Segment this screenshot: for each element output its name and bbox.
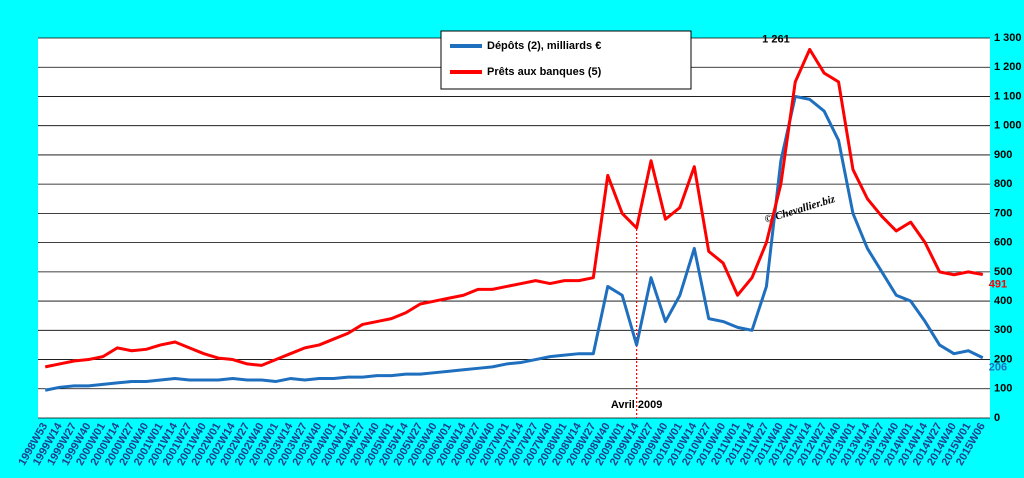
series-line	[44, 94, 984, 392]
marker-label: Avril 2009	[611, 399, 663, 411]
legend-label: Dépôts (2), milliards €	[487, 40, 601, 52]
series-line	[44, 47, 984, 369]
annotation: 491	[989, 278, 1007, 290]
annotation: 1 261	[762, 33, 790, 45]
annotation: 206	[989, 362, 1007, 374]
y-tick-label: 1 100	[994, 90, 1022, 102]
legend-label: Prêts aux banques (5)	[487, 66, 602, 78]
y-tick-label: 1 000	[994, 120, 1022, 132]
y-tick-label: 900	[994, 149, 1012, 161]
y-tick-label: 800	[994, 178, 1012, 190]
plot-area	[38, 38, 990, 418]
y-tick-label: 500	[994, 266, 1012, 278]
legend-box	[440, 30, 692, 90]
y-tick-label: 400	[994, 295, 1012, 307]
y-tick-label: 300	[994, 324, 1012, 336]
y-tick-label: 600	[994, 237, 1012, 249]
y-tick-label: 1 300	[994, 32, 1022, 44]
y-tick-label: 100	[994, 383, 1012, 395]
y-tick-label: 1 200	[994, 61, 1022, 73]
y-tick-label: 200	[994, 353, 1012, 365]
y-tick-label: 0	[994, 412, 1000, 424]
y-tick-label: 700	[994, 207, 1012, 219]
